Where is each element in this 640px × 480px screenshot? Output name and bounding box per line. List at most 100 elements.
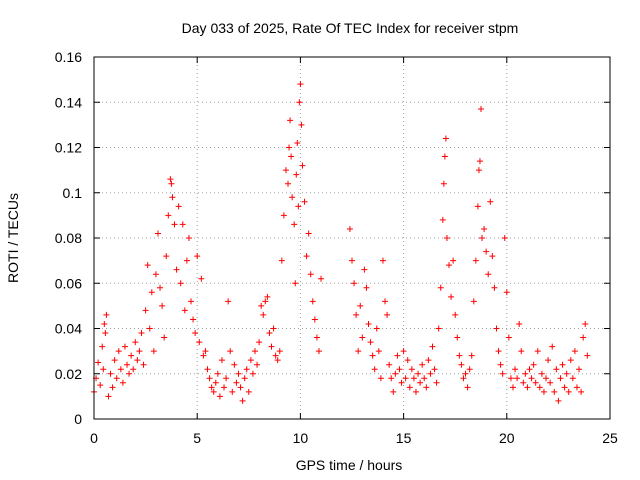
data-point	[382, 298, 389, 305]
data-point	[200, 352, 207, 359]
data-point	[351, 280, 358, 287]
data-point	[212, 379, 219, 386]
data-point	[280, 212, 287, 219]
data-point	[390, 388, 397, 395]
data-point	[524, 384, 531, 391]
data-point	[478, 106, 484, 113]
data-point	[292, 280, 299, 287]
data-point	[394, 352, 401, 359]
data-point	[563, 370, 570, 377]
y-tick-label: 0.16	[55, 49, 82, 65]
data-point	[298, 121, 305, 128]
data-point	[534, 348, 541, 355]
data-point	[266, 330, 273, 337]
data-point	[274, 357, 281, 364]
data-point	[100, 366, 107, 373]
y-tick-label: 0.14	[55, 94, 82, 110]
data-point	[423, 384, 430, 391]
data-point	[346, 225, 353, 232]
data-point	[311, 316, 318, 323]
data-point	[113, 375, 120, 382]
data-point	[555, 397, 562, 404]
data-point	[126, 370, 133, 377]
data-point	[454, 334, 461, 341]
data-point	[221, 384, 228, 391]
data-point	[497, 361, 504, 368]
data-point	[276, 348, 283, 355]
x-tick-label: 25	[602, 430, 618, 446]
data-point	[167, 176, 174, 183]
data-point	[580, 334, 587, 341]
data-point	[474, 203, 481, 210]
data-point	[398, 379, 405, 386]
data-point	[247, 357, 254, 364]
x-tick-label: 0	[90, 430, 98, 446]
data-point	[408, 366, 415, 373]
data-point	[297, 81, 304, 88]
data-point	[161, 334, 168, 341]
data-point	[208, 384, 215, 391]
data-point	[516, 320, 523, 327]
data-point	[249, 370, 256, 377]
data-point	[468, 352, 475, 359]
data-point	[402, 375, 409, 382]
data-point	[549, 343, 556, 350]
data-point	[503, 289, 510, 296]
data-point	[119, 379, 126, 386]
x-axis-title: GPS time / hours	[296, 457, 403, 473]
data-point	[294, 139, 301, 146]
data-point	[152, 271, 159, 278]
data-point	[181, 307, 188, 314]
data-point	[218, 357, 225, 364]
axis-ticks: 0 5 10 15 20 25 0 0.02 0.04 0.06 0.08 0.1 0.12 0.14 0.…	[55, 49, 618, 446]
data-point	[429, 343, 436, 350]
data-point	[231, 361, 238, 368]
data-point	[272, 352, 279, 359]
data-point	[194, 253, 201, 260]
data-point	[520, 379, 527, 386]
data-point	[299, 162, 306, 169]
data-point	[251, 348, 258, 355]
data-point	[148, 289, 155, 296]
data-point	[406, 384, 413, 391]
data-point	[188, 298, 195, 305]
data-point	[396, 366, 403, 373]
data-point	[561, 384, 568, 391]
data-point	[237, 384, 244, 391]
y-tick-label: 0.04	[55, 321, 82, 337]
data-point	[538, 370, 545, 377]
data-point	[559, 361, 566, 368]
data-point	[489, 253, 496, 260]
data-point	[359, 334, 366, 341]
data-point	[499, 370, 506, 377]
data-point	[117, 366, 124, 373]
data-point	[481, 225, 488, 232]
data-point	[573, 384, 580, 391]
data-point	[313, 334, 320, 341]
data-point	[439, 216, 446, 223]
data-point	[466, 366, 473, 373]
data-point	[507, 375, 514, 382]
data-point	[165, 212, 172, 219]
x-tick-label: 5	[193, 430, 201, 446]
data-point	[175, 203, 182, 210]
data-point	[264, 293, 271, 300]
data-point	[536, 384, 543, 391]
data-point	[303, 253, 310, 260]
y-tick-label: 0.06	[55, 275, 82, 291]
data-point	[509, 384, 516, 391]
y-tick-label: 0.08	[55, 230, 82, 246]
data-point	[136, 348, 143, 355]
data-point	[464, 384, 471, 391]
data-point	[357, 302, 364, 309]
data-points	[91, 81, 591, 404]
data-point	[518, 348, 525, 355]
data-point	[551, 388, 558, 395]
x-tick-label: 10	[293, 430, 309, 446]
data-point	[441, 153, 448, 160]
data-point	[103, 311, 110, 318]
data-point	[150, 348, 157, 355]
data-point	[107, 370, 114, 377]
